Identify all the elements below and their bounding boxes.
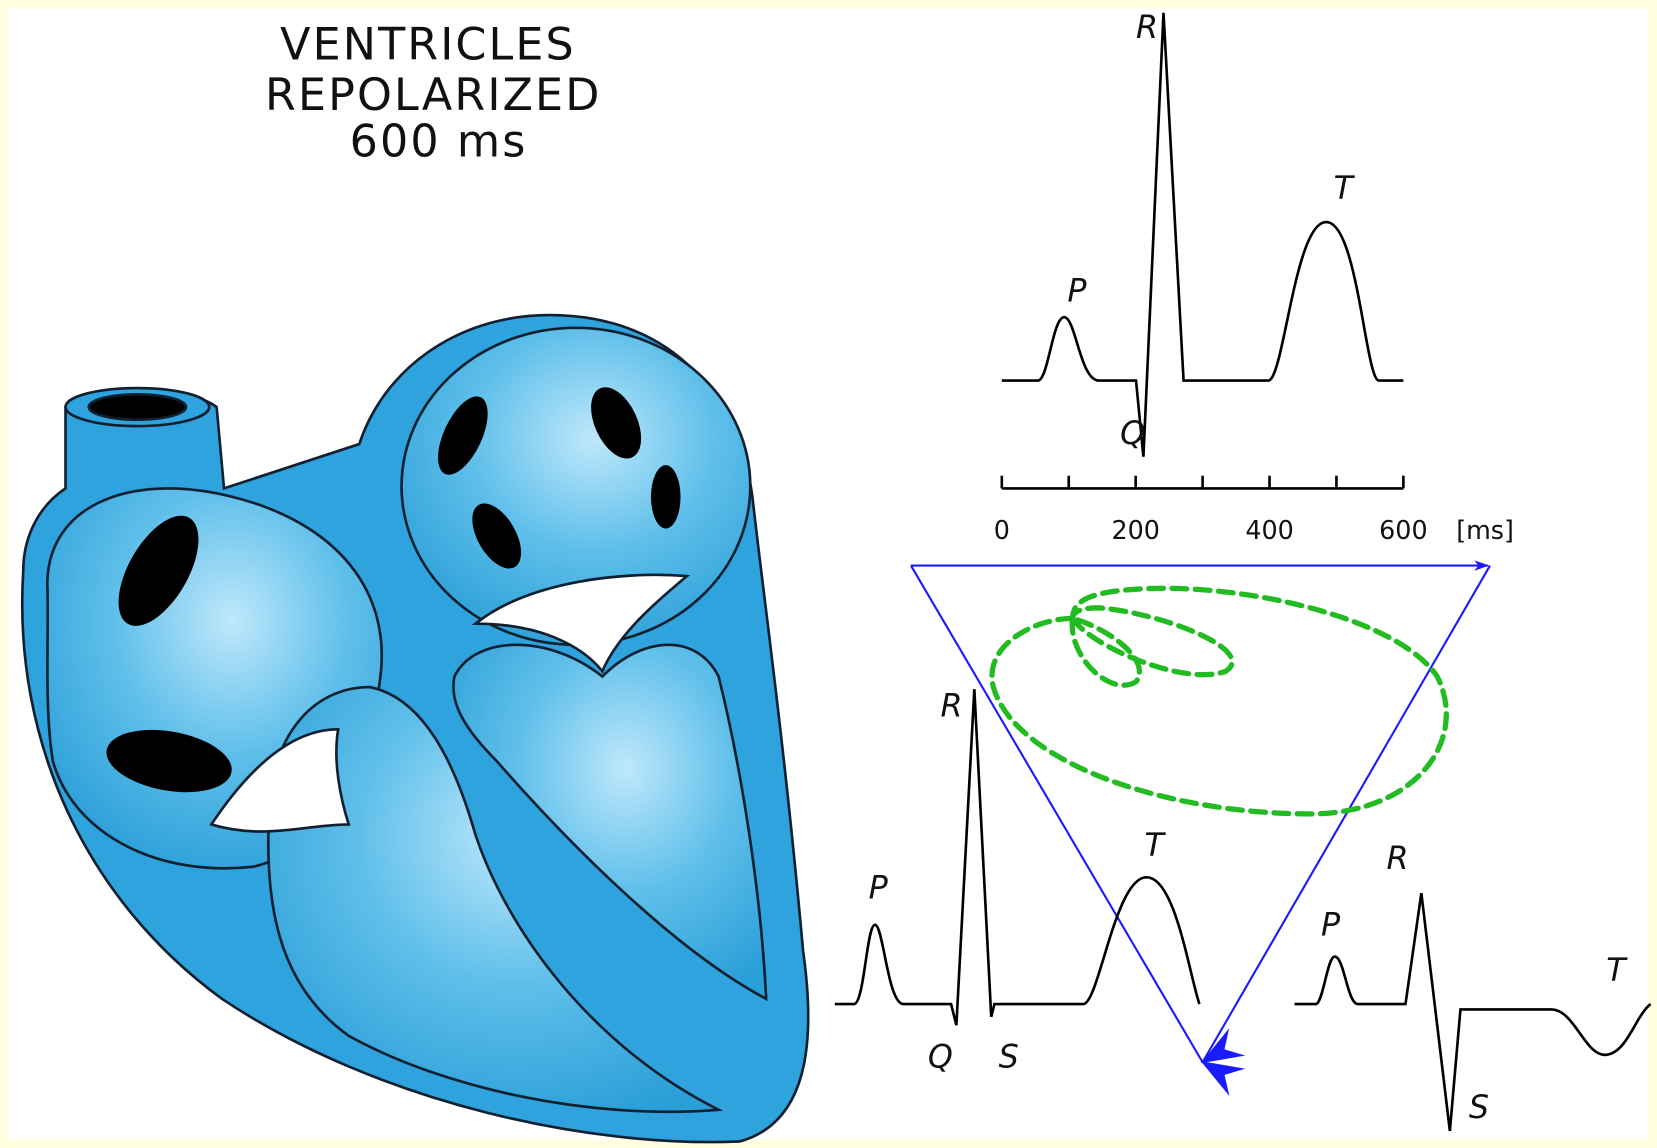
diagram: VENTRICLES REPOLARIZED 600 ms R T P Q [m… (0, 0, 1657, 1148)
wave-label: P (1067, 273, 1087, 309)
wave-label: P (1321, 907, 1341, 943)
wave-label: R (1136, 10, 1158, 46)
wave-label: T (1144, 828, 1166, 864)
title-line: 600 ms (350, 117, 528, 168)
axis-tick-label: 600 (1379, 515, 1427, 545)
axis-tick-label: 0 (994, 515, 1010, 545)
wave-label: P (869, 870, 889, 906)
title-line: REPOLARIZED (265, 70, 601, 121)
page: {"title": {"lines": ["VENTRICLES", "REPO… (0, 0, 1657, 1148)
wave-label: Q (1120, 416, 1145, 452)
wave-label: S (1469, 1090, 1489, 1126)
axis-tick-label: 200 (1111, 515, 1159, 545)
axis-unit: [ms] (1456, 515, 1514, 545)
wave-label: T (1334, 171, 1356, 207)
wave-label: R (941, 689, 963, 725)
wave-label: Q (928, 1040, 953, 1076)
axis-tick-label: 400 (1245, 515, 1293, 545)
wave-label: R (1386, 841, 1408, 877)
wave-label: T (1606, 953, 1628, 989)
wave-label: S (999, 1040, 1019, 1076)
title-line: VENTRICLES (280, 19, 576, 70)
